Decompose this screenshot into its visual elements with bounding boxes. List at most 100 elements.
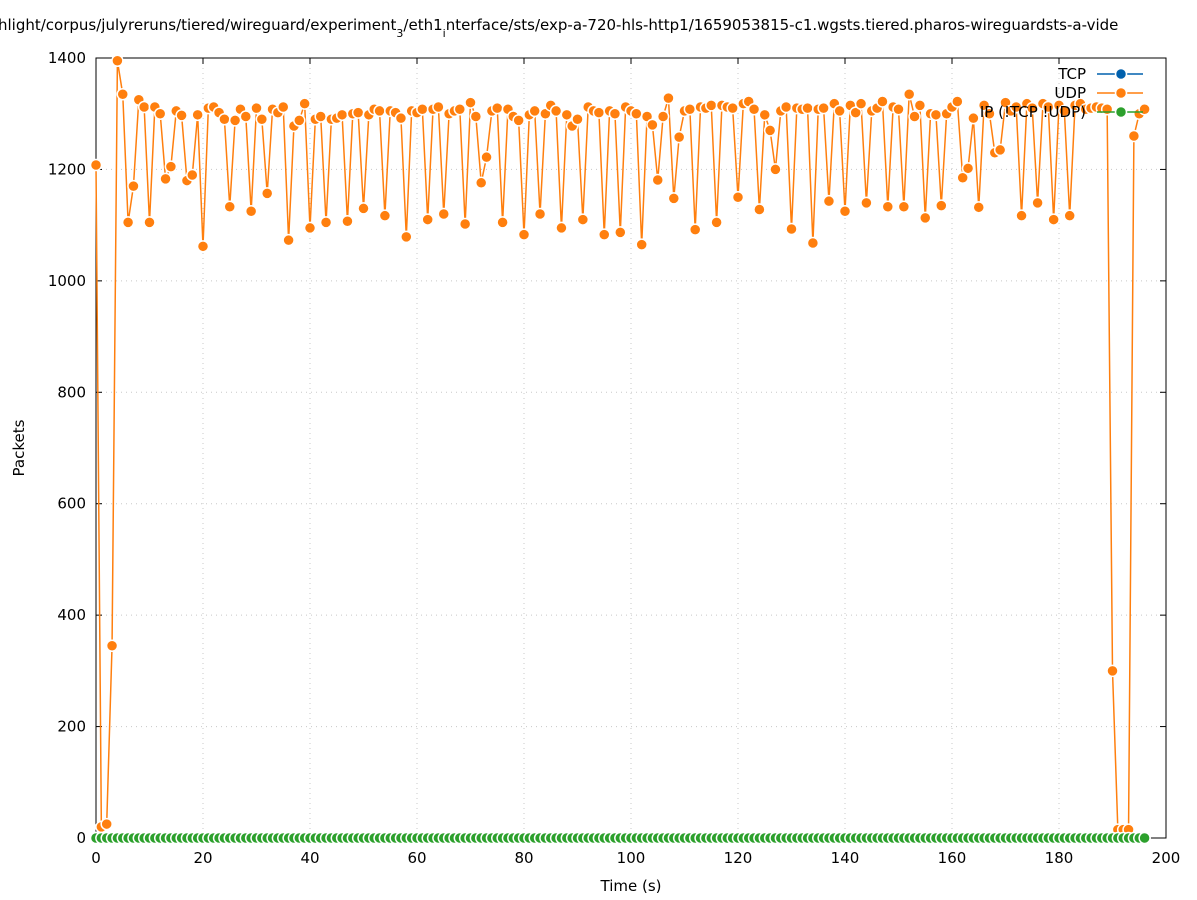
data-point — [474, 176, 488, 190]
data-point — [105, 639, 119, 653]
data-point — [116, 87, 129, 101]
y-tick-label: 1400 — [48, 49, 86, 67]
data-point — [785, 222, 798, 236]
data-point — [244, 204, 258, 218]
data-point — [186, 168, 199, 182]
x-tick-label: 100 — [617, 849, 646, 867]
x-tick-label: 80 — [514, 849, 533, 867]
data-point — [983, 107, 996, 120]
data-point — [464, 96, 477, 109]
data-point — [175, 109, 188, 122]
data-point — [769, 163, 782, 176]
y-axis-label: Packets — [10, 419, 28, 476]
data-point — [458, 217, 472, 231]
data-point — [480, 150, 493, 164]
data-point — [341, 214, 354, 228]
data-point — [705, 99, 718, 112]
data-point — [635, 238, 648, 251]
data-point — [314, 110, 327, 123]
data-point — [1058, 104, 1071, 118]
data-point — [1063, 209, 1076, 222]
y-tick-label: 400 — [57, 606, 86, 624]
data-point — [1138, 103, 1151, 116]
data-point — [860, 196, 873, 210]
data-point — [319, 216, 333, 229]
y-tick-label: 1000 — [48, 272, 86, 290]
data-point — [164, 160, 178, 173]
data-point — [833, 104, 846, 118]
data-point — [838, 204, 852, 218]
data-point — [100, 817, 113, 831]
data-point — [143, 216, 156, 229]
data-point — [972, 201, 985, 214]
data-point — [1106, 664, 1119, 678]
data-point — [854, 97, 868, 110]
x-tick-label: 140 — [831, 849, 860, 867]
data-point — [726, 101, 739, 115]
data-point — [453, 103, 467, 116]
data-point — [239, 110, 253, 123]
data-point — [951, 95, 964, 108]
data-point — [822, 194, 836, 208]
data-point — [228, 114, 242, 127]
data-point — [421, 213, 434, 226]
title-part: 3 — [396, 27, 403, 40]
x-tick-label: 180 — [1045, 849, 1074, 867]
data-point — [437, 207, 450, 221]
data-point — [919, 211, 932, 225]
data-point — [913, 99, 927, 112]
data-point — [1138, 831, 1151, 845]
data-point — [282, 233, 295, 247]
data-point — [908, 110, 921, 123]
data-point — [351, 106, 365, 119]
data-point — [967, 111, 980, 125]
data-point — [303, 221, 317, 235]
data-point — [223, 200, 236, 214]
data-point — [111, 54, 124, 68]
x-tick-label: 60 — [407, 849, 426, 867]
data-point — [747, 103, 761, 116]
data-point — [196, 240, 210, 253]
data-point — [688, 223, 702, 236]
data-point — [1026, 101, 1039, 115]
data-point — [528, 104, 541, 118]
data-point — [400, 230, 413, 244]
data-point — [1100, 103, 1114, 116]
data-point — [598, 228, 611, 241]
data-point — [153, 107, 167, 120]
x-tick-label: 40 — [300, 849, 319, 867]
data-point — [753, 203, 766, 216]
data-point — [614, 226, 627, 239]
data-point — [667, 192, 681, 205]
legend-label: UDP — [1054, 84, 1086, 102]
data-point — [662, 91, 675, 105]
x-tick-label: 20 — [193, 849, 212, 867]
data-point — [571, 113, 584, 126]
data-point — [592, 106, 606, 119]
data-point — [127, 179, 140, 193]
data-point — [929, 108, 943, 122]
data-point — [646, 118, 659, 132]
chart-title: hlight/corpus/julyreruns/tiered/wireguar… — [0, 16, 1118, 40]
data-point — [121, 216, 135, 229]
x-tick-label: 120 — [724, 849, 753, 867]
data-point — [218, 113, 231, 126]
x-tick-label: 0 — [91, 849, 101, 867]
data-point — [491, 101, 504, 115]
data-point — [560, 108, 574, 122]
data-point — [277, 100, 290, 114]
legend-label: IP (!TCP !UDP) — [980, 103, 1086, 121]
data-point — [373, 104, 386, 118]
data-point — [394, 111, 408, 125]
title-part: nterface/sts/exp-a-720-hls-http1/1659053… — [446, 16, 1119, 34]
data-point — [416, 103, 429, 116]
data-point — [298, 97, 311, 110]
data-point — [656, 110, 670, 123]
data-point — [758, 108, 771, 122]
data-point — [683, 103, 697, 116]
data-point — [763, 124, 777, 137]
data-point — [672, 130, 686, 144]
data-point — [881, 200, 895, 214]
